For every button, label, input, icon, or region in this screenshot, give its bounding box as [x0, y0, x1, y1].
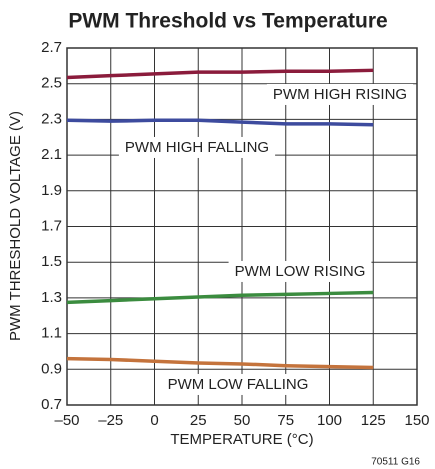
y-tick-label: 2.1 — [41, 146, 62, 163]
label-background — [161, 373, 315, 395]
x-tick-label: 25 — [190, 412, 207, 429]
series-label: PWM LOW RISING — [235, 263, 366, 280]
series-label: PWM HIGH RISING — [273, 86, 407, 103]
label-background — [118, 136, 276, 158]
series-label: PWM HIGH FALLING — [125, 139, 269, 156]
x-tick-label: 125 — [361, 412, 386, 429]
series-label: PWM LOW FALLING — [168, 376, 309, 393]
series-line — [66, 118, 374, 127]
y-tick-label: 0.9 — [41, 360, 62, 377]
x-tick-label: 150 — [404, 412, 429, 429]
series-line — [66, 356, 374, 370]
x-axis-label: TEMPERATURE (°C) — [170, 431, 313, 448]
y-tick-label: 2.3 — [41, 110, 62, 127]
x-tick-label: 75 — [277, 412, 294, 429]
y-tick-label: 1.3 — [41, 289, 62, 306]
series-line — [66, 290, 374, 305]
y-tick-label: 0.7 — [41, 396, 62, 413]
y-tick-label: 2.7 — [41, 39, 62, 56]
x-tick-label: 100 — [317, 412, 342, 429]
series-line — [66, 68, 374, 80]
y-tick-label: 1.5 — [41, 253, 62, 270]
x-tick-label: –25 — [98, 412, 123, 429]
chart-title: PWM Threshold vs Temperature — [68, 10, 387, 33]
x-tick-label: 0 — [150, 412, 158, 429]
label-background — [266, 83, 414, 105]
label-background — [228, 260, 372, 282]
y-tick-label: 1.7 — [41, 217, 62, 234]
y-tick-label: 1.9 — [41, 182, 62, 199]
y-tick-label: 1.1 — [41, 325, 62, 342]
x-tick-label: –50 — [54, 412, 79, 429]
y-tick-label: 2.5 — [41, 75, 62, 92]
y-axis-label: PWM THRESHOLD VOLTAGE (V) — [7, 111, 24, 341]
x-tick-label: 50 — [234, 412, 251, 429]
plot-frame — [66, 47, 418, 406]
footnote: 70511 G16 — [371, 457, 420, 468]
